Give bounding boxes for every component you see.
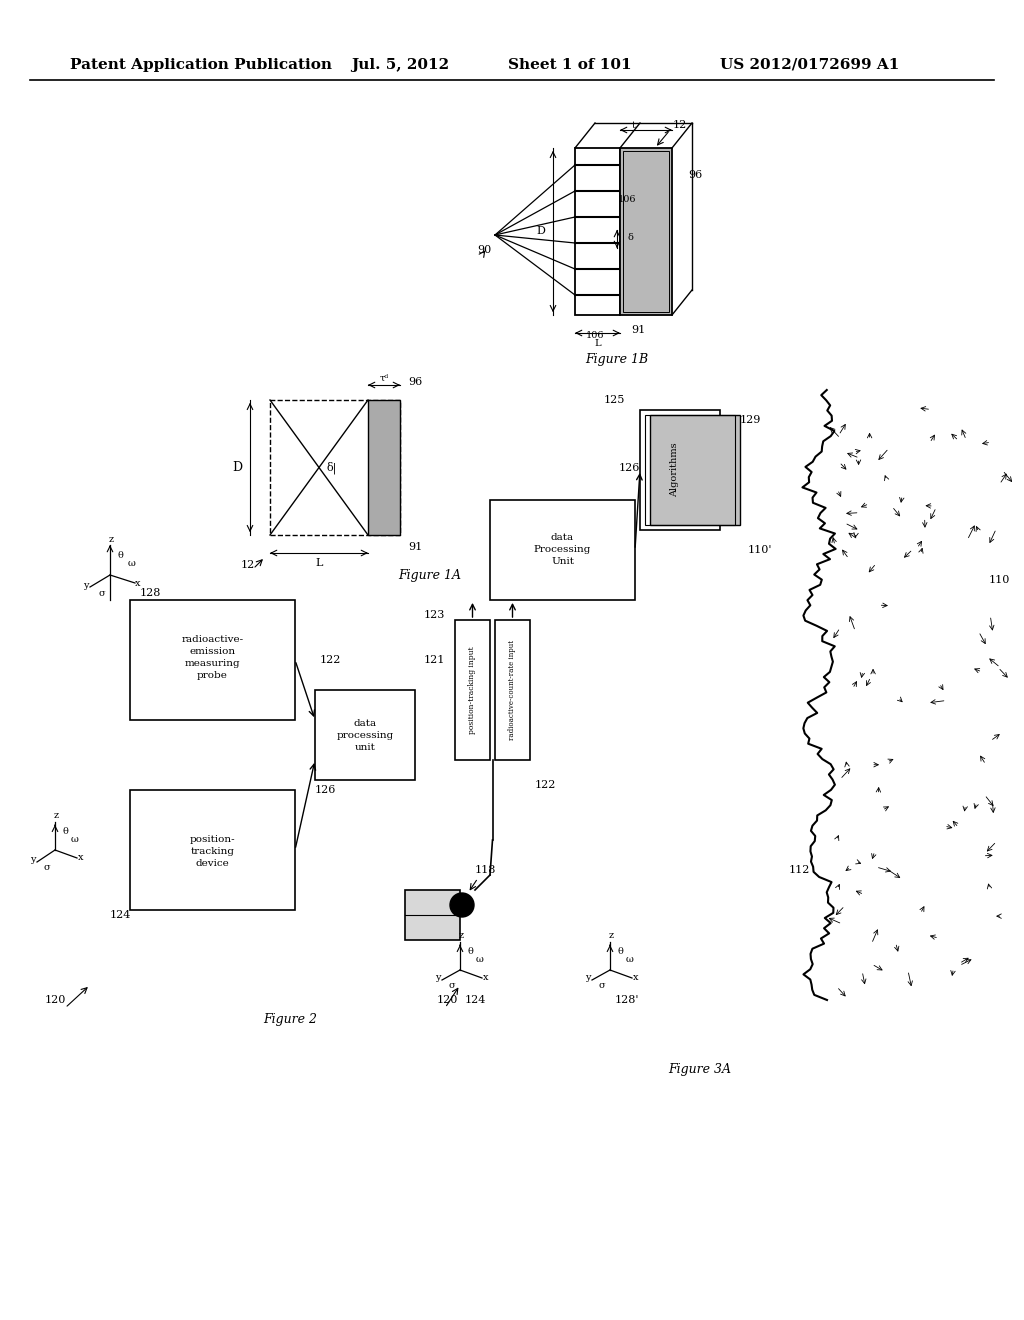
Text: Figure 3A: Figure 3A (669, 1064, 731, 1077)
Text: 106: 106 (617, 195, 636, 205)
Text: Sheet 1 of 101: Sheet 1 of 101 (508, 58, 632, 73)
Text: emission: emission (189, 648, 236, 656)
Text: 124: 124 (465, 995, 486, 1005)
Text: t: t (632, 121, 636, 131)
Text: position-tracking input: position-tracking input (469, 647, 476, 734)
Text: z: z (459, 931, 464, 940)
Circle shape (450, 894, 474, 917)
Bar (623, 150, 669, 312)
Text: 122: 122 (535, 780, 556, 789)
Text: 112: 112 (788, 865, 810, 875)
Bar (406, 890, 460, 940)
Text: 96: 96 (688, 170, 702, 180)
Text: x: x (135, 578, 140, 587)
Text: σ: σ (449, 982, 456, 990)
Text: tracking: tracking (190, 847, 234, 857)
Text: 120: 120 (437, 995, 459, 1005)
Bar (620, 148, 672, 315)
Bar (315, 690, 415, 780)
Bar (650, 414, 740, 525)
Text: 126: 126 (618, 463, 640, 473)
Text: τᵈ: τᵈ (380, 374, 388, 383)
Text: x: x (78, 854, 84, 862)
Text: D: D (537, 227, 546, 236)
Text: 129: 129 (739, 414, 761, 425)
Text: 110': 110' (748, 545, 772, 554)
Text: 90: 90 (477, 246, 492, 255)
Text: Jul. 5, 2012: Jul. 5, 2012 (351, 58, 450, 73)
Text: z: z (109, 535, 114, 544)
Text: ω: ω (476, 956, 484, 965)
Bar (495, 620, 530, 760)
Text: ω: ω (626, 956, 634, 965)
Text: δ: δ (627, 234, 633, 243)
Text: 12: 12 (241, 560, 255, 570)
Text: data: data (551, 533, 574, 543)
Text: y: y (586, 974, 591, 982)
Text: 118: 118 (475, 865, 497, 875)
Text: 106: 106 (586, 330, 604, 339)
Text: position-: position- (189, 836, 236, 845)
Bar (640, 411, 720, 531)
Text: x: x (483, 974, 488, 982)
Text: measuring: measuring (184, 660, 241, 668)
Text: y: y (435, 974, 440, 982)
Bar (455, 620, 490, 760)
Text: 126: 126 (315, 785, 336, 795)
Text: δ|: δ| (327, 461, 337, 474)
Text: Patent Application Publication: Patent Application Publication (70, 58, 332, 73)
Bar (490, 500, 635, 601)
Text: US 2012/0172699 A1: US 2012/0172699 A1 (720, 58, 900, 73)
Text: 120: 120 (44, 995, 66, 1005)
Bar (130, 601, 295, 719)
Text: radioactive-count-rate input: radioactive-count-rate input (509, 640, 516, 741)
Text: y: y (31, 855, 36, 865)
Text: θ: θ (62, 828, 68, 837)
Text: θ: θ (617, 948, 623, 957)
Text: σ: σ (599, 982, 605, 990)
Text: y: y (83, 581, 89, 590)
Text: x: x (633, 974, 639, 982)
Text: 91: 91 (408, 543, 422, 552)
Text: L: L (594, 338, 601, 347)
Text: Figure 1B: Figure 1B (586, 354, 648, 367)
Text: 128: 128 (139, 587, 161, 598)
Text: Processing: Processing (534, 545, 591, 554)
Bar (130, 789, 295, 909)
Text: Algorithms: Algorithms (671, 442, 680, 498)
Bar (575, 148, 620, 315)
Text: z: z (608, 931, 613, 940)
Text: data: data (353, 718, 377, 727)
Text: 125: 125 (603, 395, 625, 405)
Bar (270, 400, 400, 535)
Text: unit: unit (354, 742, 376, 751)
Text: L: L (315, 558, 323, 568)
Text: 128': 128' (615, 995, 640, 1005)
Text: 96: 96 (408, 378, 422, 387)
Text: 110: 110 (988, 576, 1010, 585)
Bar (645, 414, 735, 525)
Bar (368, 400, 400, 535)
Text: Figure 2: Figure 2 (263, 1014, 317, 1027)
Text: processing: processing (336, 730, 393, 739)
Text: z: z (53, 810, 58, 820)
Text: probe: probe (197, 672, 228, 681)
Text: 121: 121 (424, 655, 445, 665)
Text: σ: σ (98, 589, 105, 598)
Text: 12: 12 (673, 120, 687, 129)
Text: D: D (232, 461, 242, 474)
Text: θ: θ (467, 948, 473, 957)
Text: 122: 122 (319, 655, 341, 665)
Text: Unit: Unit (551, 557, 574, 566)
Text: device: device (196, 859, 229, 869)
Text: 123: 123 (424, 610, 445, 620)
Text: ω: ω (71, 836, 79, 845)
Text: σ: σ (44, 863, 50, 873)
Text: 124: 124 (110, 909, 131, 920)
Text: ω: ω (128, 558, 136, 568)
Text: Figure 1A: Figure 1A (398, 569, 462, 582)
Text: θ: θ (117, 550, 123, 560)
Text: radioactive-: radioactive- (181, 635, 244, 644)
Text: 91: 91 (631, 325, 645, 335)
